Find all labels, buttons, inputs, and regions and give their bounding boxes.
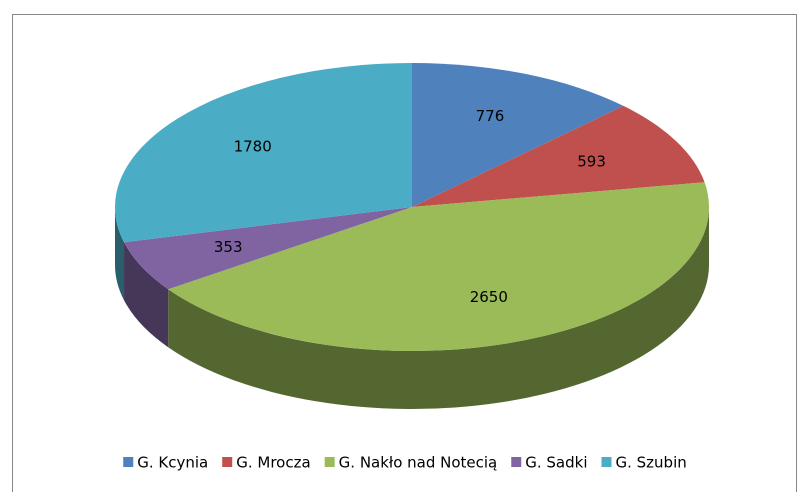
legend-label: G. Mrocza [236, 454, 310, 472]
legend-swatch [123, 457, 134, 467]
data-label: 1780 [234, 137, 272, 155]
legend-label: G. Nakło nad Notecią [339, 454, 498, 472]
data-label: 2650 [470, 288, 508, 306]
data-label: 593 [577, 153, 606, 171]
pie-side [168, 207, 710, 409]
chart-frame [12, 14, 797, 492]
legend-swatch [222, 457, 233, 467]
pie-slice [412, 63, 624, 207]
pie-slice [168, 182, 710, 351]
pie-slice [114, 63, 412, 243]
legend-label: G. Szubin [616, 454, 687, 472]
legend-swatch [601, 457, 612, 467]
data-label: 353 [214, 238, 243, 256]
legend-swatch [511, 457, 522, 467]
data-label: 776 [476, 107, 505, 125]
pie-side [115, 207, 125, 301]
legend-label: G. Sadki [525, 454, 587, 472]
pie-slice [124, 207, 413, 290]
pie-slice [412, 105, 705, 207]
legend-swatch [324, 457, 335, 467]
legend-label: G. Kcynia [137, 454, 208, 472]
pie-side [124, 242, 169, 348]
